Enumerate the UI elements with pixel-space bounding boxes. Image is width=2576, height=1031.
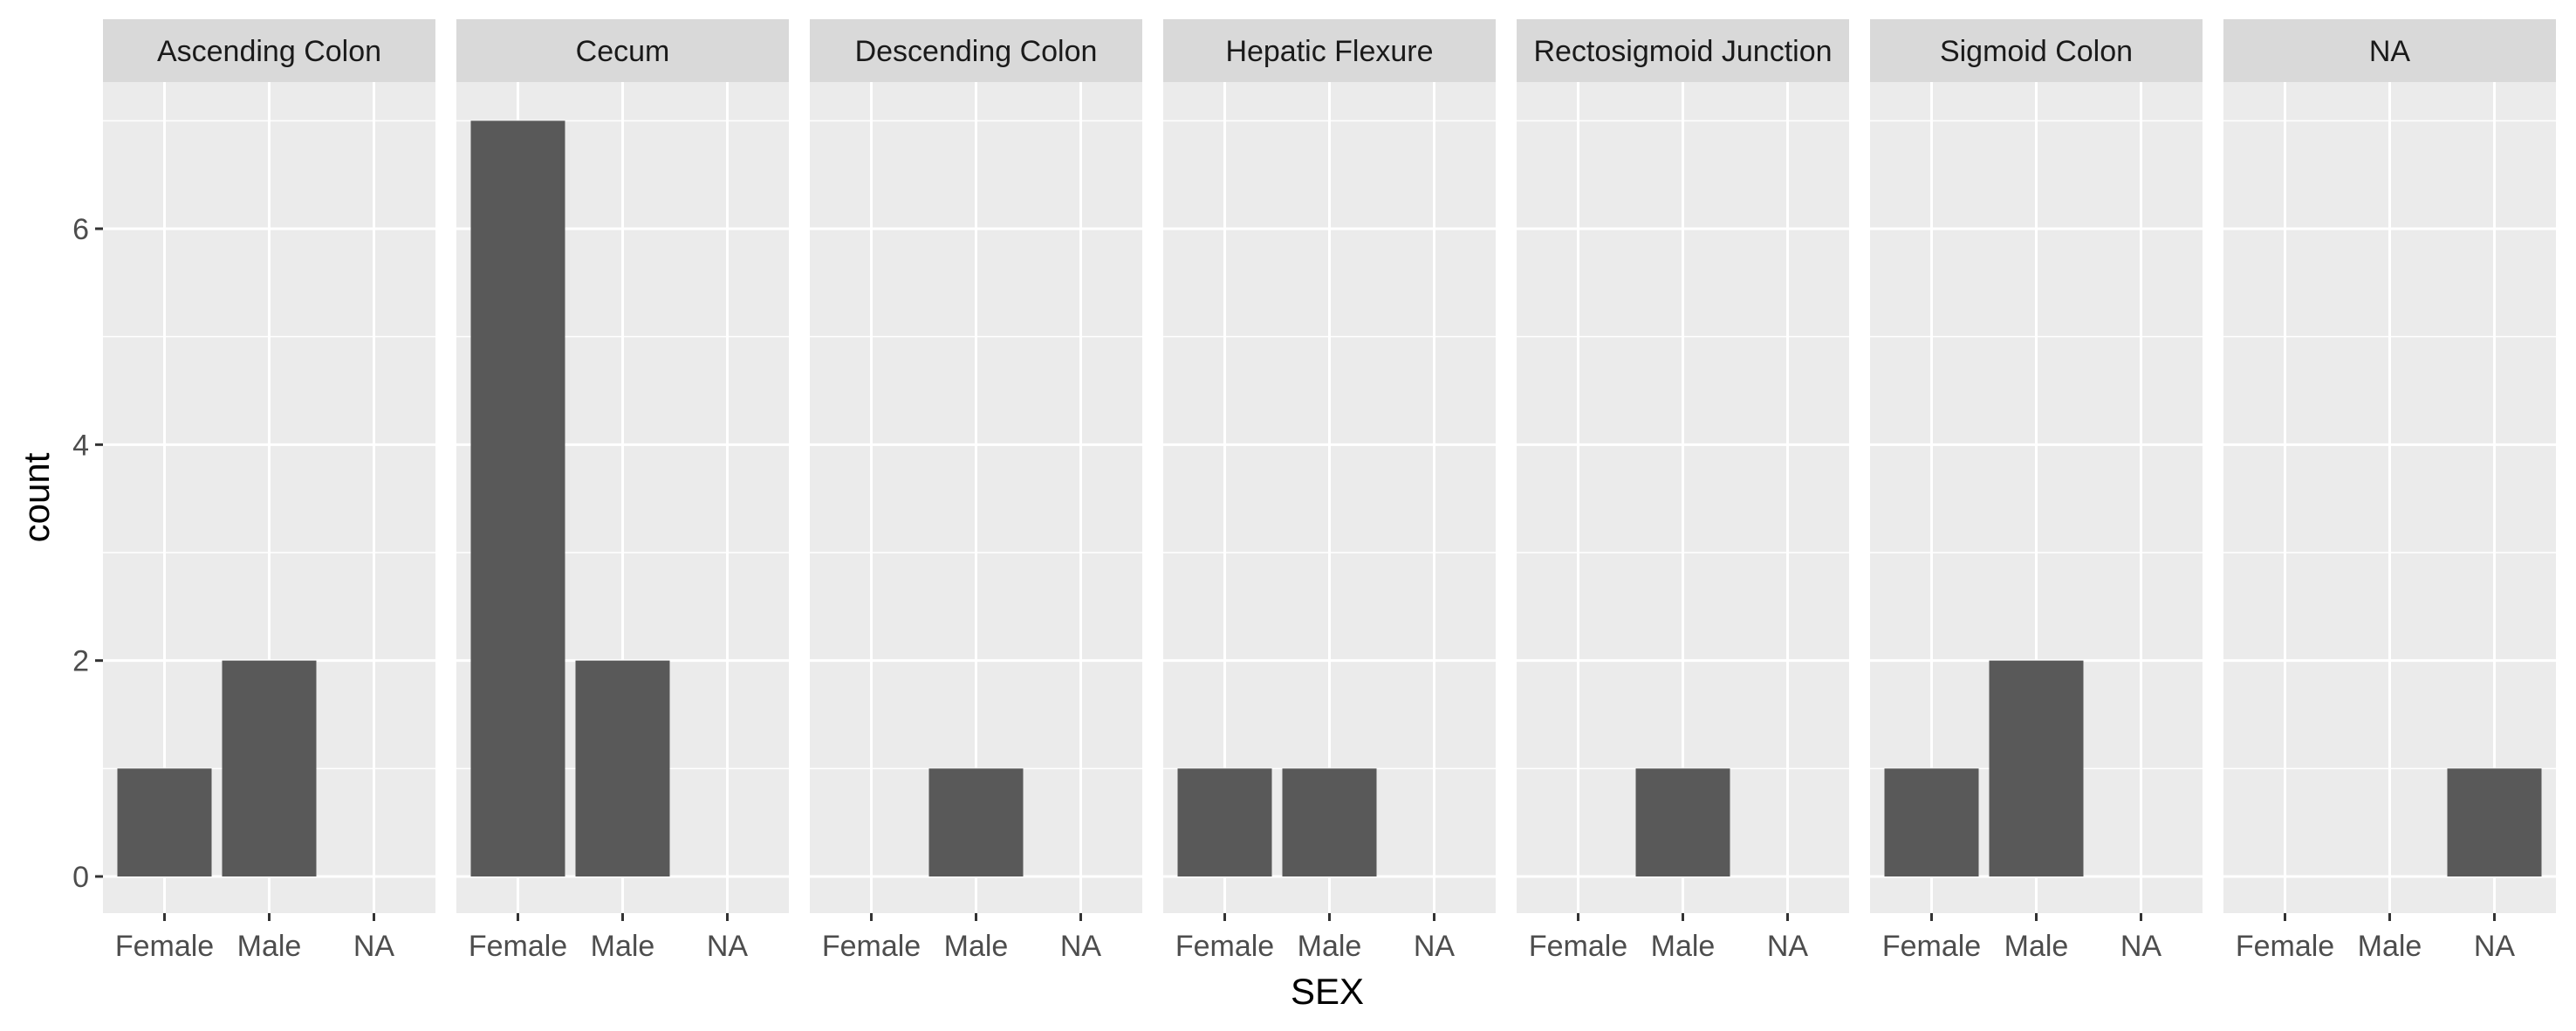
facet-panel: Descending Colon Female Male NA [810, 19, 1142, 963]
bar [2447, 768, 2542, 876]
x-tick-label: Female [469, 930, 567, 963]
facet-strip-label: Ascending Colon [157, 35, 381, 68]
y-tick-label: 0 [72, 861, 89, 894]
facet-panel: Hepatic Flexure Female Male NA [1163, 19, 1496, 963]
x-tick-label: Female [822, 930, 921, 963]
facet-strip-label: NA [2369, 35, 2411, 68]
facet-strip [1870, 19, 2203, 82]
x-tick-label: Male [591, 930, 655, 963]
facet-panel: Ascending Colon Female Male NA [103, 19, 435, 963]
x-tick-label: NA [1767, 930, 1809, 963]
x-tick-label: NA [707, 930, 749, 963]
x-tick-label: NA [1060, 930, 1102, 963]
bar [1989, 660, 2084, 876]
facet-strip [2223, 19, 2556, 82]
facet-strip [103, 19, 435, 82]
x-tick-label: NA [2474, 930, 2516, 963]
x-tick-label: Female [1529, 930, 1627, 963]
facet-panel: NA Female Male NA [2223, 19, 2556, 963]
facet-strip-label: Hepatic Flexure [1225, 35, 1433, 68]
y-tick-label: 6 [72, 213, 89, 246]
x-tick-label: Male [1651, 930, 1716, 963]
x-axis-title: SEX [1291, 971, 1364, 1012]
x-tick-label: NA [353, 930, 395, 963]
x-tick-label: Female [2236, 930, 2334, 963]
y-axis: 0 2 4 6 [72, 213, 103, 894]
facet-strip-label: Descending Colon [855, 35, 1098, 68]
bar [1177, 768, 1272, 876]
bar [222, 660, 317, 876]
facet-panel: Rectosigmoid Junction Female Male NA [1517, 19, 1849, 963]
x-tick-label: Female [1882, 930, 1981, 963]
x-tick-label: Male [2358, 930, 2422, 963]
x-tick-label: NA [2120, 930, 2162, 963]
x-tick-label: Male [1298, 930, 1362, 963]
facet-strip-label: Rectosigmoid Junction [1533, 35, 1832, 68]
facet-strip-label: Cecum [576, 35, 670, 68]
x-tick-label: Female [1175, 930, 1274, 963]
facet-strip [810, 19, 1142, 82]
y-tick-label: 2 [72, 645, 89, 678]
facet-strip-label: Sigmoid Colon [1940, 35, 2133, 68]
facet-panel: Sigmoid Colon Female Male NA [1870, 19, 2203, 963]
facet-panel: Cecum Female Male NA [456, 19, 789, 963]
facet-strip [1163, 19, 1496, 82]
facet-strip [1517, 19, 1849, 82]
x-tick-label: Male [2004, 930, 2069, 963]
bar [1282, 768, 1377, 876]
y-axis-title: count [16, 452, 57, 542]
x-tick-label: Male [237, 930, 302, 963]
bar [1635, 768, 1730, 876]
facet-strip [456, 19, 789, 82]
bar [117, 768, 212, 876]
y-tick-label: 4 [72, 429, 89, 462]
bar [928, 768, 1024, 876]
facet-panels: Ascending Colon Female Male NA Cecum Female Ma… [103, 19, 2556, 963]
bar [470, 120, 565, 877]
x-tick-label: Male [944, 930, 1009, 963]
x-tick-label: Female [115, 930, 214, 963]
bar [575, 660, 670, 876]
bar [1884, 768, 1979, 876]
x-tick-label: NA [1414, 930, 1456, 963]
